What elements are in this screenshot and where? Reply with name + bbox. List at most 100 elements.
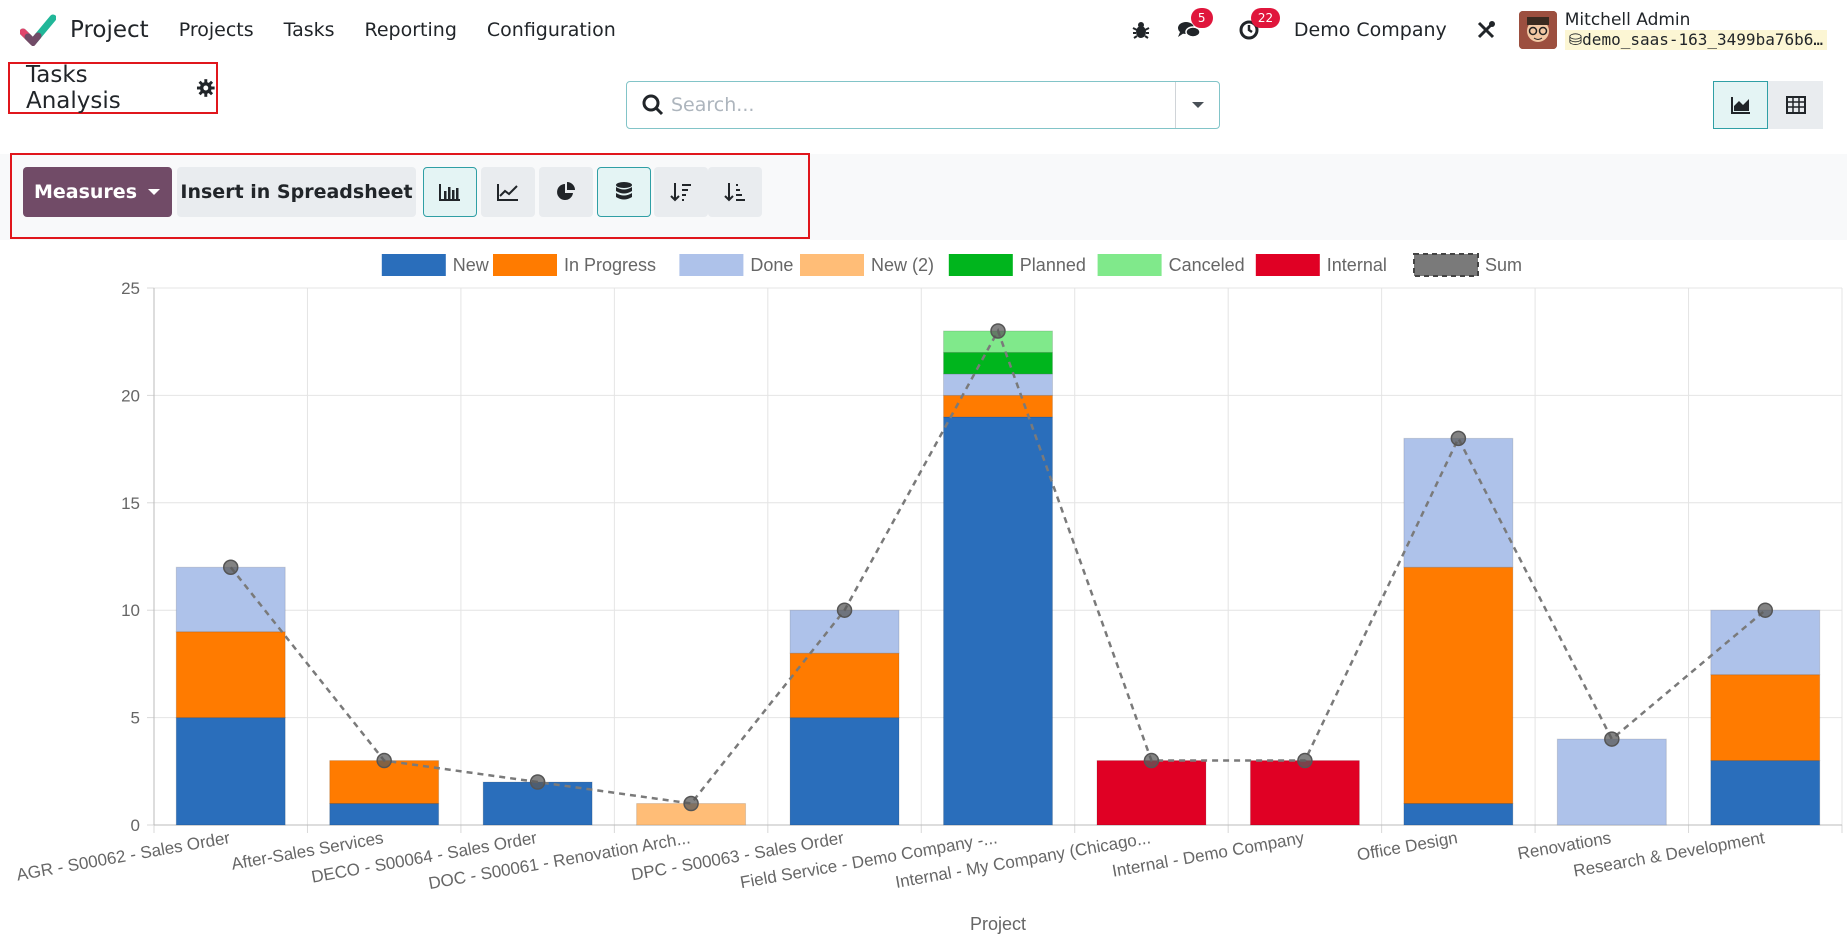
table-icon	[1785, 96, 1806, 114]
tools-icon[interactable]	[1471, 15, 1501, 45]
x-tick-label: Internal - My Company (Chicago...	[894, 828, 1152, 892]
legend-label: New (2)	[871, 255, 934, 275]
chat-icon[interactable]: 5	[1174, 8, 1213, 45]
x-tick-label: Field Service - Demo Company -...	[739, 828, 999, 892]
search-bar	[626, 81, 1220, 129]
pie-chart-button[interactable]	[539, 167, 593, 217]
x-tick-label: Office Design	[1356, 828, 1459, 864]
main-menu: Projects Tasks Reporting Configuration	[179, 19, 646, 41]
bar-segment	[175, 566, 286, 633]
gear-icon[interactable]	[196, 78, 216, 98]
line-chart-button[interactable]	[481, 167, 535, 217]
avatar[interactable]	[1518, 11, 1557, 49]
bar-segment	[1710, 674, 1821, 762]
bar-segment	[789, 717, 900, 826]
sort-desc-icon	[670, 183, 691, 202]
bar-chart-icon	[439, 184, 460, 201]
page-title: Tasks Analysis	[26, 62, 121, 114]
caret-down-icon	[148, 189, 160, 195]
y-tick-label: 0	[131, 816, 140, 835]
y-tick-label: 20	[121, 386, 140, 405]
bar-segment	[1710, 760, 1821, 826]
project-app-icon	[20, 14, 56, 46]
legend-label: Planned	[1020, 255, 1086, 275]
sum-point	[990, 323, 1006, 339]
menu-tasks[interactable]: Tasks	[283, 19, 335, 41]
activities-badge: 22	[1250, 8, 1281, 28]
y-tick-label: 15	[121, 494, 140, 513]
bug-icon[interactable]	[1126, 15, 1156, 45]
pivot-view-button[interactable]	[1768, 81, 1823, 129]
legend-swatch	[493, 254, 557, 276]
search-options-toggle[interactable]	[1175, 82, 1219, 128]
legend-label: Sum	[1485, 255, 1522, 275]
clock-icon[interactable]: 22	[1234, 8, 1281, 45]
sum-point	[1297, 752, 1313, 769]
legend-label: New	[453, 255, 490, 275]
sum-point	[1143, 752, 1160, 769]
search-icon	[642, 94, 664, 116]
bar-segment	[1249, 760, 1360, 826]
bar-segment	[1556, 738, 1667, 826]
insert-spreadsheet-button[interactable]: Insert in Spreadsheet	[177, 167, 416, 217]
systray: 5 22 Demo Company Mitchell Admin ⛁demo_s…	[1126, 0, 1847, 60]
database-icon	[616, 182, 632, 200]
bar-segment	[1403, 803, 1514, 826]
bar-segment	[943, 394, 1053, 418]
database-icon: ⛁	[1568, 30, 1583, 49]
legend-label: Done	[750, 255, 793, 275]
user-menu[interactable]: Mitchell Admin ⛁demo_saas-163_3499ba76b6…	[1564, 10, 1827, 50]
x-tick-label: AGR - S00062 - Sales Order	[15, 828, 232, 884]
bar-segment	[1403, 566, 1514, 805]
toolbar-highlight	[10, 153, 810, 239]
legend-label: In Progress	[564, 255, 656, 275]
database-name: ⛁demo_saas-163_3499ba76b6…	[1564, 30, 1827, 50]
app-brand[interactable]: Project	[20, 14, 149, 46]
sum-point	[683, 795, 699, 812]
menu-reporting[interactable]: Reporting	[364, 19, 457, 41]
company-switcher[interactable]: Demo Company	[1293, 19, 1447, 41]
x-tick-label: DOC - S00061 - Renovation Arch...	[427, 828, 692, 893]
sum-point	[1450, 430, 1467, 447]
top-navbar: Project Projects Tasks Reporting Configu…	[0, 0, 1847, 60]
menu-projects[interactable]: Projects	[178, 19, 254, 41]
sum-point	[222, 559, 239, 575]
messages-badge: 5	[1190, 8, 1213, 28]
sort-ascending-button[interactable]	[708, 167, 762, 217]
sum-point	[376, 752, 392, 769]
legend-swatch	[1413, 253, 1479, 277]
bar-segment	[1710, 609, 1821, 676]
line-chart-icon	[497, 184, 518, 201]
legend-swatch	[1255, 254, 1320, 276]
x-axis-title: Project	[970, 914, 1026, 934]
breadcrumb: Tasks Analysis	[8, 62, 218, 114]
bar-segment	[789, 652, 900, 719]
sort-descending-button[interactable]	[654, 167, 708, 217]
stacked-button[interactable]	[597, 167, 651, 217]
view-switcher	[1713, 81, 1823, 129]
sum-point	[1757, 602, 1774, 618]
menu-configuration[interactable]: Configuration	[486, 19, 616, 41]
y-tick-label: 10	[121, 601, 140, 620]
graph-view-button[interactable]	[1713, 81, 1768, 129]
bar-chart-button[interactable]	[423, 167, 477, 217]
bar-segment	[1403, 437, 1514, 568]
sum-point	[529, 774, 546, 790]
app-name: Project	[70, 17, 149, 43]
measures-button[interactable]: Measures	[23, 167, 172, 217]
caret-down-icon	[1191, 102, 1204, 108]
area-chart-icon	[1730, 97, 1750, 114]
search-input[interactable]	[665, 94, 1175, 116]
bar-segment	[175, 717, 286, 826]
bar-segment	[943, 416, 1053, 826]
legend-swatch	[800, 254, 864, 276]
legend-swatch	[1097, 254, 1162, 276]
legend-swatch	[679, 254, 744, 276]
sum-point	[1604, 731, 1620, 747]
y-tick-label: 25	[121, 279, 140, 298]
bar-segment	[329, 803, 440, 826]
legend-label: Canceled	[1169, 255, 1245, 275]
sort-asc-icon	[724, 183, 745, 202]
bar-segment	[1096, 760, 1207, 826]
